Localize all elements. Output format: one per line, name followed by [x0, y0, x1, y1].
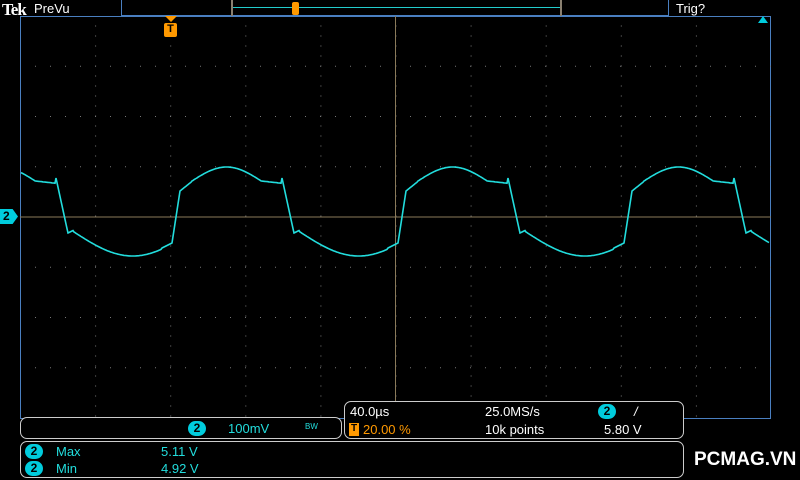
trigger-icon: T	[164, 23, 177, 37]
bandwidth-limit-indicator: BW	[305, 422, 318, 431]
trigger-position-marker[interactable]: T	[164, 16, 178, 40]
trigger-level-icon[interactable]	[758, 16, 768, 23]
ch2-badge: 2	[25, 461, 43, 476]
ch2-badge: 2	[25, 444, 43, 459]
measurement-value: 5.11 V	[161, 444, 198, 459]
trigger-slope-icon: /	[634, 404, 638, 419]
ch2-waveform-trace	[20, 166, 770, 257]
trigger-position-icon: T	[349, 423, 359, 436]
graticule-dots	[35, 25, 771, 417]
measurement-row: 2 Min 4.92 V	[25, 460, 325, 477]
measurement-label: Max	[56, 444, 81, 459]
acquisition-mode: PreVu	[34, 1, 70, 16]
record-preview-window[interactable]	[231, 0, 562, 16]
timebase-readout[interactable]: 40.0µs 25.0MS/s 2 / T 20.00 % 10k points…	[344, 401, 684, 439]
trigger-source-badge: 2	[598, 404, 616, 419]
record-preview-trace	[233, 7, 560, 8]
trigger-arrow-icon	[165, 16, 177, 22]
measurement-value: 4.92 V	[161, 461, 199, 476]
sample-rate: 25.0MS/s	[485, 404, 540, 419]
ch2-scale: 100mV	[228, 421, 270, 436]
measurement-row: 2 Max 5.11 V	[25, 443, 325, 460]
brand-logo: Tek	[2, 0, 27, 19]
measurements-panel[interactable]: 2 Max 5.11 V 2 Min 4.92 V	[20, 441, 684, 478]
horizontal-scale: 40.0µs	[350, 404, 390, 419]
trigger-status: Trig?	[676, 1, 706, 16]
trigger-level: 5.80 V	[604, 422, 642, 437]
preview-trigger-icon	[292, 2, 299, 15]
record-length: 10k points	[485, 422, 545, 437]
measurement-label: Min	[56, 461, 77, 476]
ch2-ground-marker[interactable]: 2	[0, 209, 18, 224]
channel-readout[interactable]: 2 100mV BW	[20, 417, 342, 439]
ch2-badge: 2	[188, 421, 206, 436]
record-preview-bar[interactable]	[121, 0, 669, 16]
horizontal-position: 20.00 %	[363, 422, 411, 437]
watermark: PCMAG.VN	[694, 449, 797, 470]
